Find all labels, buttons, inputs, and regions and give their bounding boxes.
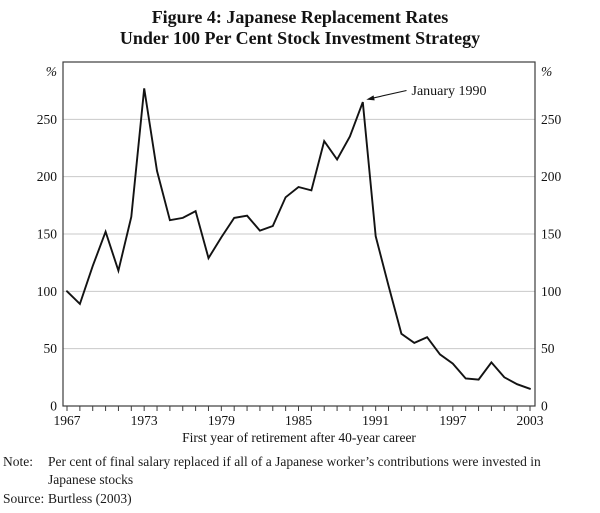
y-unit-left: % — [46, 64, 57, 79]
y-label-right-100: 100 — [541, 284, 562, 299]
y-unit-right: % — [541, 64, 552, 79]
x-tick-label-1967: 1967 — [54, 413, 81, 428]
x-tick-label-1991: 1991 — [362, 413, 389, 428]
source: Source: Burtless (2003) — [3, 490, 597, 508]
figure-title: Figure 4: Japanese Replacement Rates Und… — [0, 7, 600, 49]
y-label-right-200: 200 — [541, 169, 562, 184]
y-label-left-150: 150 — [37, 227, 58, 242]
source-label: Source: — [3, 491, 45, 506]
note: Note: Per cent of final salary replaced … — [3, 453, 597, 489]
figure-title-line2: Under 100 Per Cent Stock Investment Stra… — [119, 28, 481, 48]
y-label-left-50: 50 — [44, 341, 58, 356]
y-label-right-50: 50 — [541, 341, 555, 356]
note-text-line2: Japanese stocks — [48, 472, 134, 487]
series-line — [66, 88, 531, 390]
y-label-left-200: 200 — [37, 169, 58, 184]
y-label-left-0: 0 — [50, 399, 57, 414]
note-label: Note: — [3, 454, 33, 469]
note-text-line1: Per cent of final salary replaced if all… — [48, 454, 541, 469]
footnotes: Note: Per cent of final salary replaced … — [3, 453, 597, 508]
annotation-label: January 1990 — [412, 84, 487, 99]
annotation-arrowhead — [366, 95, 375, 101]
y-label-right-250: 250 — [541, 112, 562, 127]
x-axis-title: First year of retirement after 40-year c… — [182, 430, 416, 445]
x-tick-label-1985: 1985 — [285, 413, 312, 428]
x-tick-label-1973: 1973 — [131, 413, 158, 428]
y-label-right-150: 150 — [541, 227, 562, 242]
x-tick-label-1997: 1997 — [439, 413, 466, 428]
y-label-right-0: 0 — [541, 399, 548, 414]
y-label-left-100: 100 — [37, 284, 58, 299]
x-tick-label-1979: 1979 — [208, 413, 235, 428]
annotation-arrow-line — [371, 89, 407, 99]
figure-title-line1: Figure 4: Japanese Replacement Rates — [151, 7, 449, 27]
note-text: Per cent of final salary replaced if all… — [48, 453, 597, 489]
source-text: Burtless (2003) — [48, 491, 132, 506]
x-tick-label-2003: 2003 — [517, 413, 544, 428]
y-label-left-250: 250 — [37, 112, 58, 127]
